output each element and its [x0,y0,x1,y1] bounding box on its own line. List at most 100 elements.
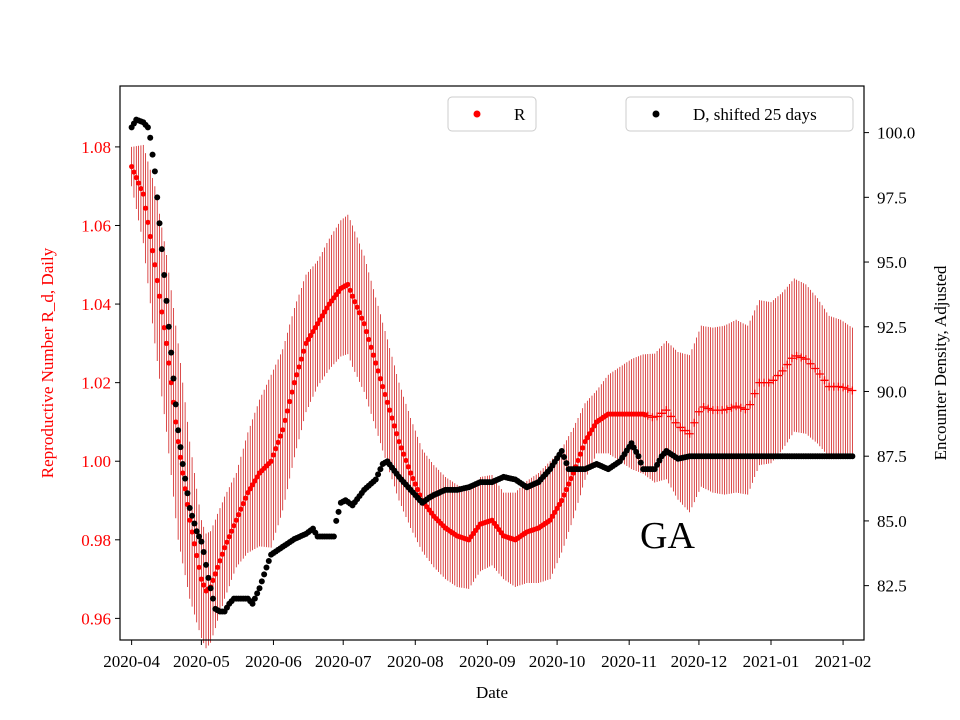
r-point [287,398,293,405]
r-point [270,452,277,458]
r-point [180,470,186,476]
d-point [182,475,189,482]
d-point [251,595,258,602]
r-point [375,368,381,374]
d-point [203,561,210,568]
r-point [194,552,200,559]
r-point [398,445,404,451]
d-point [263,564,270,571]
r-point [249,482,256,488]
d-point [265,558,272,565]
r-point [247,486,253,492]
r-point [792,351,801,360]
r-point [718,406,727,415]
r-point [163,340,170,346]
d-point [261,571,268,578]
r-point [368,344,374,350]
r-point [242,495,249,501]
r-point [231,523,237,529]
r-point [356,310,363,316]
r-point [224,539,230,545]
d-point [158,246,165,253]
r-point [156,293,163,299]
r-point [191,541,197,547]
r-point [347,287,353,293]
r-point [408,470,414,476]
d-point [335,508,342,515]
r-point [198,576,204,582]
d-point [210,595,216,602]
r-point [245,490,251,496]
r-point [322,309,328,315]
y-axis-right: 82.5 85.0 87.5 90.0 92.5 95.0 97.5 100.0 [864,124,915,596]
r-point [235,512,242,518]
r-point [680,426,689,435]
r-point [834,382,843,391]
x-tick-label: 2021-01 [743,652,800,671]
r-point [277,433,284,439]
r-point [591,423,597,429]
r-point [722,405,731,414]
r-point [361,321,367,327]
d-point [177,444,184,451]
r-point [387,407,393,413]
r-point [291,380,297,386]
r-point [275,439,281,445]
d-point [165,323,172,330]
d-point [563,460,570,467]
y-right-tick-label: 85.0 [877,512,907,531]
d-point [198,538,205,545]
r-point [345,281,351,288]
legend-d-label: D, shifted 25 days [693,105,817,124]
r-point [704,404,713,413]
x-tick-label: 2020-10 [529,652,586,671]
x-axis-label: Date [476,683,508,702]
r-point [384,399,390,405]
r-point [233,517,239,523]
d-point [147,134,154,141]
r-point [294,372,300,378]
d-point [149,151,156,158]
r-point [229,528,235,534]
r-point [389,415,395,421]
d-point [189,512,196,519]
r-point [396,438,402,445]
r-point [273,446,279,452]
r-point [175,438,181,445]
r-point [147,233,153,240]
r-point [568,475,574,482]
r-point [312,325,318,331]
r-point [648,413,657,422]
legend-d-marker [652,110,660,118]
y-left-tick-label: 1.04 [81,295,111,314]
r-point [657,409,666,418]
d-point [558,448,565,455]
r-point [405,464,411,470]
r-point [843,384,852,393]
r-point [575,457,581,464]
r-point [580,445,586,451]
r-point [303,340,309,346]
r-point [676,423,685,432]
r-point [252,478,258,484]
d-point [168,349,175,356]
r-point [354,304,360,310]
y-left-tick-label: 0.96 [81,609,111,628]
r-point [240,501,246,507]
d-point [172,401,179,408]
d-point [561,454,568,461]
r-point [778,366,787,375]
d-point [254,590,261,597]
r-point [732,402,741,411]
d-point [151,168,158,175]
r-point [787,354,796,363]
d-point [635,453,642,460]
r-point [352,299,358,305]
r-point [801,355,810,364]
y-left-tick-label: 0.98 [81,531,111,550]
r-point [554,505,560,511]
r-point [182,486,188,492]
r-point [363,328,370,335]
x-tick-label: 2020-08 [387,652,444,671]
r-point [694,407,703,416]
